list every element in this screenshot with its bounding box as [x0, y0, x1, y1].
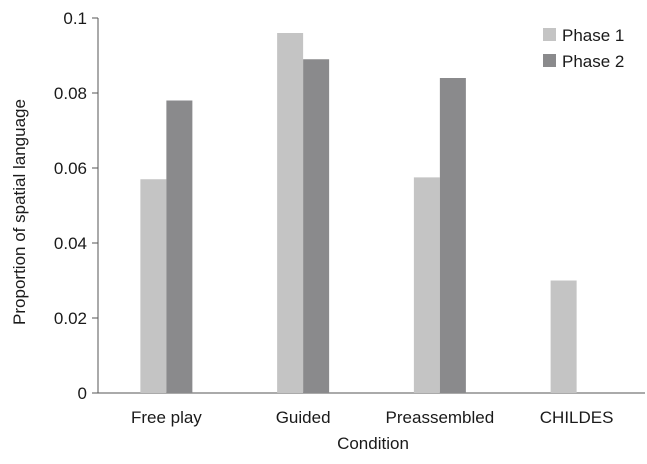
y-tick-label: 0 [78, 384, 87, 403]
y-tick-label: 0.1 [63, 9, 87, 28]
y-axis-label: Proportion of spatial language [10, 99, 29, 325]
x-tick-label: Free play [131, 408, 202, 427]
y-tick-label: 0.08 [54, 84, 87, 103]
x-tick-label: Preassembled [386, 408, 495, 427]
y-tick-label: 0.06 [54, 159, 87, 178]
bar-phase-1-preassembled [413, 177, 440, 393]
bar-phase-1-childes [550, 280, 577, 393]
legend-swatch [543, 54, 556, 67]
bar-phase-1-guided [277, 33, 304, 393]
y-axis: 0 0.02 0.04 0.06 0.08 0.1 [54, 9, 99, 403]
x-tick-label: CHILDES [540, 408, 614, 427]
bars [140, 33, 577, 393]
x-tick-label: Guided [276, 408, 331, 427]
legend-label: Phase 2 [562, 52, 624, 71]
bar-phase-2-preassembled [439, 78, 466, 393]
legend-swatch [543, 28, 556, 41]
x-axis-label: Condition [337, 434, 409, 453]
bar-phase-1-free-play [140, 179, 167, 393]
bar-phase-2-free-play [166, 100, 193, 393]
bar-phase-2-guided [303, 59, 330, 393]
legend-label: Phase 1 [562, 26, 624, 45]
x-axis: Free play Guided Preassembled CHILDES [98, 392, 645, 427]
y-tick-label: 0.02 [54, 309, 87, 328]
legend: Phase 1 Phase 2 [543, 26, 624, 71]
y-tick-label: 0.04 [54, 234, 87, 253]
